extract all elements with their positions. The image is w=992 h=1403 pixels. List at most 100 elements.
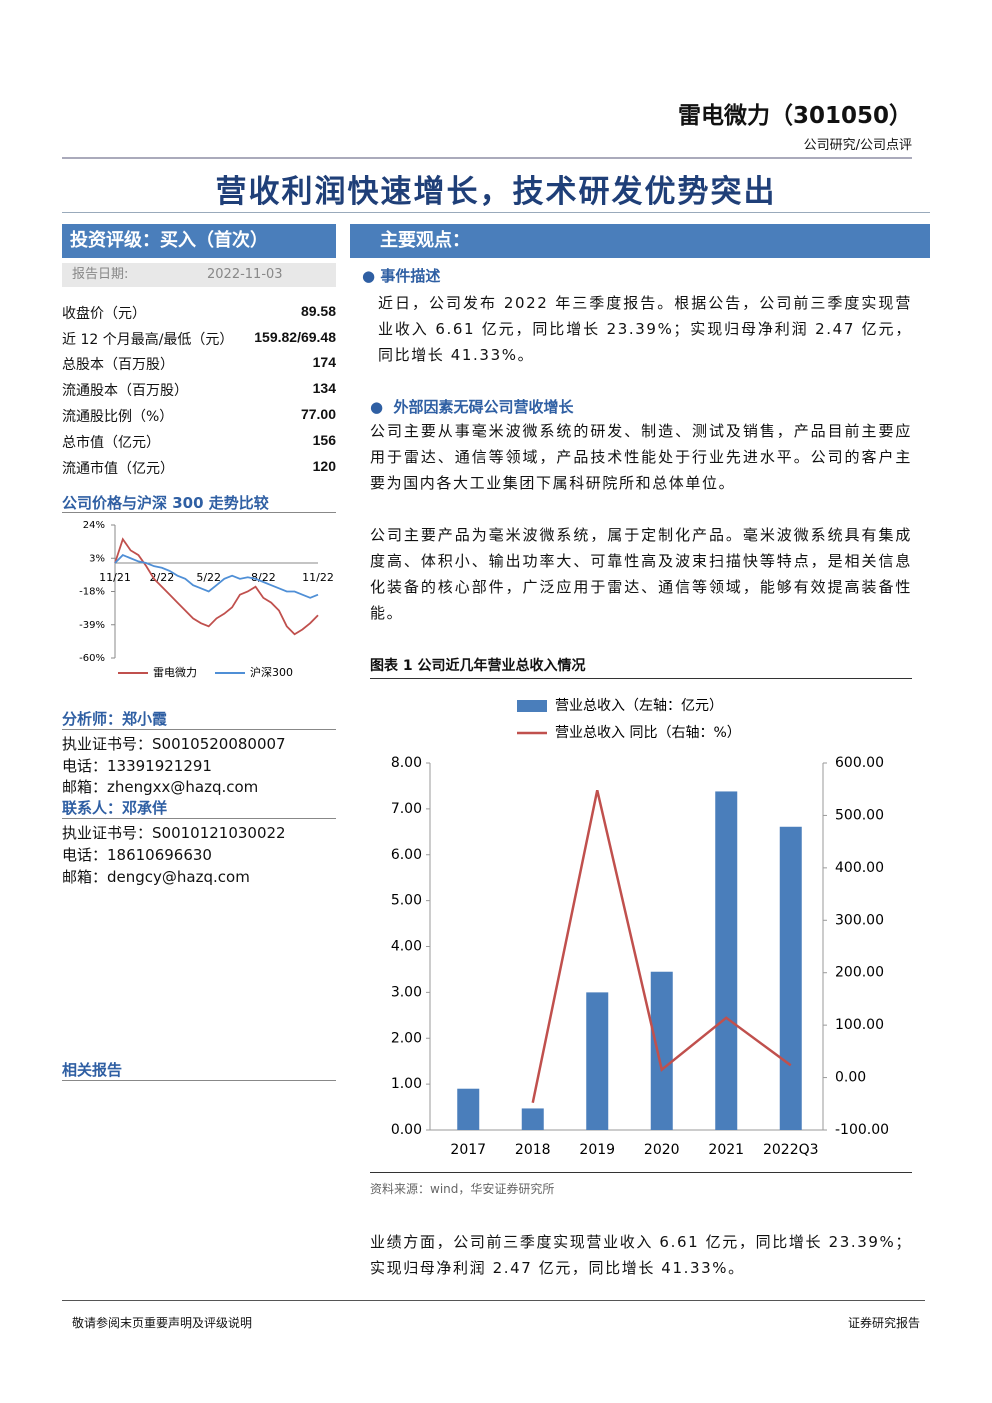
x-tick-label: 5/22 (196, 571, 221, 584)
analyst-line: 邮箱：zhengxx@hazq.com (62, 778, 259, 796)
main-bar: 主要观点： (350, 224, 930, 258)
rule (62, 729, 336, 730)
chart-title: 公司价格与沪深 300 走势比较 (62, 494, 269, 512)
rule (62, 512, 336, 513)
x-tick-label: 2021 (708, 1142, 744, 1158)
y-tick-label: 3.00 (391, 984, 422, 1000)
legend-label: 雷电微力 (153, 665, 197, 679)
stat-label: 流通股比例（%） (62, 409, 174, 425)
stat-value: 134 (312, 380, 336, 396)
y2-tick-label: -100.00 (835, 1122, 889, 1138)
stat-value: 174 (312, 354, 336, 370)
section-title-text: 外部因素无碍公司营收增长 (393, 398, 574, 416)
x-tick-label: 11/22 (302, 571, 334, 584)
section-title: ● 事件描述 (362, 267, 441, 285)
analyst-line: 执业证书号：S0010520080007 (62, 735, 286, 753)
contact-heading: 联系人：邓承佯 (62, 799, 168, 817)
stat-value: 120 (312, 458, 336, 474)
contact-line: 邮箱：dengcy@hazq.com (62, 868, 250, 886)
y-tick-label: 3% (89, 553, 105, 564)
x-tick-label: 2022Q3 (763, 1142, 819, 1158)
rule (370, 678, 912, 679)
series-line (531, 789, 792, 1103)
footer-right: 证券研究报告 (847, 1316, 920, 1330)
x-tick-label: 2017 (450, 1142, 486, 1158)
y-tick-label: 8.00 (391, 755, 422, 771)
y-tick-label: 2.00 (391, 1030, 422, 1046)
stat-row: 总市值（亿元） 156 (62, 432, 336, 452)
y2-tick-label: 0.00 (835, 1070, 866, 1086)
legend-label: 营业总收入 同比（右轴：%） (555, 725, 741, 741)
rating-bar: 投资评级：买入（首次） (62, 224, 336, 258)
company: 雷电微力（301050） (677, 103, 912, 129)
rule (62, 157, 912, 159)
footer-left: 敬请参阅末页重要声明及评级说明 (72, 1316, 253, 1330)
x-tick-label: 2019 (579, 1142, 615, 1158)
stat-label: 收盘价（元） (62, 306, 146, 322)
y2-tick-label: 400.00 (835, 860, 884, 876)
rule (62, 212, 930, 213)
y2-tick-label: 100.00 (835, 1017, 884, 1033)
stat-label: 流通市值（亿元） (62, 461, 174, 477)
rating: 投资评级：买入（首次） (70, 230, 268, 251)
bar (779, 826, 802, 1130)
stat-row: 流通股本（百万股） 134 (62, 380, 336, 400)
stat-label: 流通股本（百万股） (62, 383, 188, 399)
paragraph: 业绩方面，公司前三季度实现营业收入 6.61 亿元，同比增长 23.39%；实现… (370, 1233, 912, 1277)
date-label: 报告日期: (72, 267, 129, 282)
stat-label: 近 12 个月最高/最低（元） (62, 332, 234, 348)
rule (62, 1300, 925, 1301)
section-title-text: 事件描述 (380, 267, 441, 285)
y-tick-label: -18% (79, 587, 105, 598)
y2-tick-label: 500.00 (835, 807, 884, 823)
main-heading: 主要观点： (380, 230, 470, 251)
date-row: 报告日期: 2022-11-03 (62, 263, 336, 287)
stat-value: 156 (312, 432, 336, 448)
bar (650, 971, 673, 1130)
analyst-line: 电话：13391921291 (62, 757, 212, 775)
y2-tick-label: 200.00 (835, 965, 884, 981)
series-line (114, 537, 319, 636)
bar (586, 992, 609, 1130)
stat-label: 总市值（亿元） (62, 435, 160, 451)
stat-label: 总股本（百万股） (62, 357, 174, 373)
x-tick-label: 2018 (515, 1142, 551, 1158)
y-tick-label: -39% (79, 620, 105, 631)
y-tick-label: 0.00 (391, 1122, 422, 1138)
y-tick-label: 1.00 (391, 1076, 422, 1092)
bar (521, 1108, 544, 1130)
contact-line: 执业证书号：S0010121030022 (62, 824, 286, 842)
source: 资料来源：wind，华安证券研究所 (370, 1182, 555, 1196)
title: 营收利润快速增长，技术研发优势突出 (215, 174, 777, 210)
stat-value: 89.58 (300, 303, 336, 319)
stat-row: 流通市值（亿元） 120 (62, 458, 336, 478)
date: 2022-11-03 (207, 267, 283, 282)
x-tick-label: 2020 (644, 1142, 680, 1158)
figure-title: 图表 1 公司近几年营业总收入情况 (370, 658, 586, 674)
series-line (114, 554, 319, 599)
y-tick-label: -60% (79, 653, 105, 664)
x-tick-label: 11/21 (99, 571, 131, 584)
y-tick-label: 24% (83, 520, 105, 531)
rule (62, 818, 336, 819)
bar (715, 791, 738, 1130)
stat-row: 收盘价（元） 89.58 (62, 303, 336, 323)
x-tick-label: 2/22 (149, 571, 174, 584)
legend-label: 营业总收入（左轴：亿元） (555, 698, 723, 714)
rule (370, 1172, 912, 1173)
legend-label: 沪深300 (250, 665, 293, 679)
y2-tick-label: 300.00 (835, 912, 884, 928)
analyst-heading: 分析师：郑小霞 (62, 710, 168, 728)
y-tick-label: 4.00 (391, 939, 422, 955)
stat-row: 近 12 个月最高/最低（元） 159.82/69.48 (62, 329, 336, 349)
paragraph: 公司主要从事毫米波微系统的研发、制造、测试及销售，产品目前主要应用于雷达、通信等… (370, 422, 912, 492)
stat-row: 总股本（百万股） 174 (62, 354, 336, 374)
x-tick-label: 8/22 (251, 571, 276, 584)
paragraph: 近日，公司发布 2022 年三季度报告。根据公告，公司前三季度实现营业收入 6.… (378, 294, 912, 364)
section-title: ● 外部因素无碍公司营收增长 (370, 398, 574, 416)
stat-row: 流通股比例（%） 77.00 (62, 406, 336, 426)
paragraph: 公司主要产品为毫米波微系统，属于定制化产品。毫米波微系统具有集成度高、体积小、输… (370, 526, 912, 622)
stat-value: 159.82/69.48 (254, 329, 336, 345)
legend-swatch (517, 700, 547, 712)
